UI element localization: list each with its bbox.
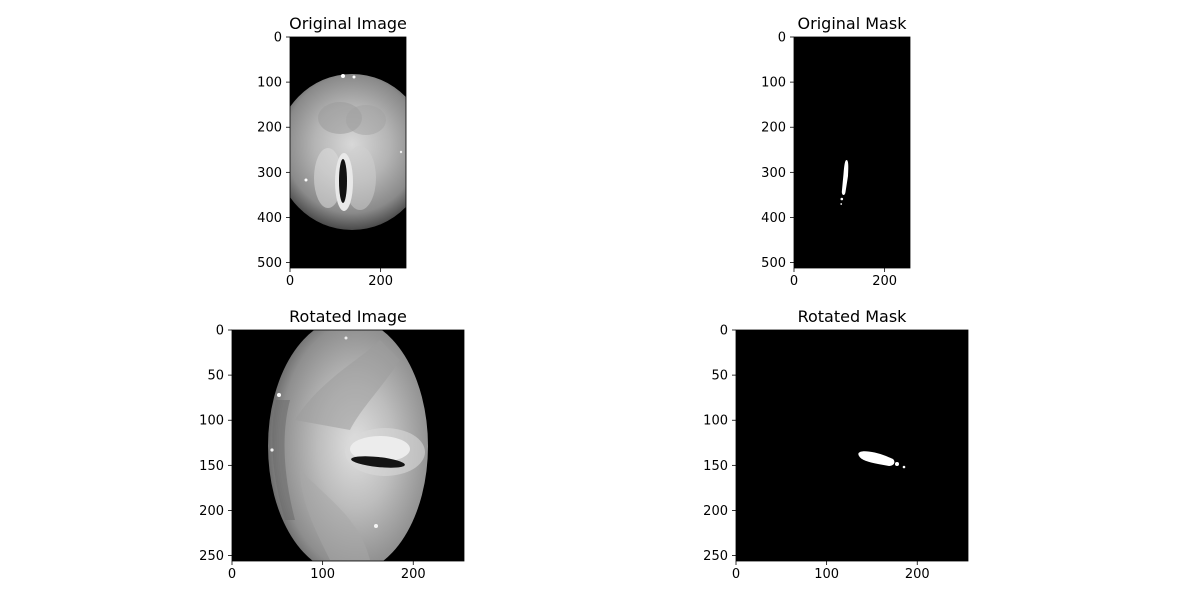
glottal-gap: [339, 159, 347, 203]
y-tick-label: 200: [199, 504, 224, 519]
image-area: [232, 330, 464, 561]
y-tick-label: 100: [761, 76, 786, 91]
y-tick-label: 300: [761, 166, 786, 181]
y-tick-label: 0: [216, 324, 224, 339]
y-tick-label: 150: [199, 459, 224, 474]
x-tick-label: 100: [814, 567, 839, 582]
panel-original-image: Original Image 0 200 0 100 200 300 400 500: [257, 14, 407, 289]
y-tick-label: 250: [199, 549, 224, 564]
x-tick-label: 0: [732, 567, 740, 582]
y-tick-label: 100: [199, 414, 224, 429]
glottal-gap: [351, 456, 405, 468]
y-tick-label: 400: [257, 211, 282, 226]
image-area: [794, 37, 910, 268]
y-tick-label: 500: [257, 256, 282, 271]
y-tick-label: 50: [711, 369, 728, 384]
y-tick-label: 500: [761, 256, 786, 271]
panel-title: Original Mask: [798, 14, 908, 33]
x-tick-label: 0: [790, 274, 798, 289]
y-tick-label: 100: [257, 76, 282, 91]
x-axis: 0 100 200: [732, 561, 930, 582]
axes-frame: [793, 36, 911, 269]
y-tick-label: 150: [703, 459, 728, 474]
y-tick-label: 100: [703, 414, 728, 429]
x-tick-label: 200: [368, 274, 393, 289]
y-tick-label: 300: [257, 166, 282, 181]
image-area: [290, 37, 406, 268]
y-tick-label: 250: [703, 549, 728, 564]
x-tick-label: 200: [905, 567, 930, 582]
y-axis: 0 100 200 300 400 500: [761, 31, 911, 271]
y-tick-label: 200: [257, 121, 282, 136]
x-tick-label: 200: [401, 567, 426, 582]
x-tick-label: 200: [872, 274, 897, 289]
y-tick-label: 0: [778, 31, 786, 46]
x-tick-label: 100: [310, 567, 335, 582]
x-tick-label: 0: [228, 567, 236, 582]
axes-frame: [735, 329, 969, 562]
x-axis: 0 200: [286, 268, 393, 289]
glottal-fold: [350, 436, 410, 462]
image-area: [736, 330, 968, 561]
x-axis: 0 100 200: [228, 561, 426, 582]
mask-blob: [841, 160, 849, 195]
axes-frame: [289, 36, 407, 269]
mask-blob: [858, 451, 895, 466]
y-axis: 0 50 100 150 200 250: [199, 324, 465, 564]
y-axis: 0 50 100 150 200 250: [703, 324, 969, 564]
x-axis: 0 200: [790, 268, 897, 289]
y-tick-label: 0: [274, 31, 282, 46]
panel-title: Original Image: [289, 14, 407, 33]
y-tick-label: 400: [761, 211, 786, 226]
y-tick-label: 200: [703, 504, 728, 519]
panel-title: Rotated Image: [289, 307, 407, 326]
panel-rotated-mask: Rotated Mask 0 100 200 0 50 100 150 200 250: [703, 307, 969, 582]
axes-frame: [231, 329, 465, 562]
panel-title: Rotated Mask: [798, 307, 908, 326]
y-axis: 0 100 200 300 400 500: [257, 31, 407, 271]
y-tick-label: 0: [720, 324, 728, 339]
x-tick-label: 0: [286, 274, 294, 289]
y-tick-label: 50: [207, 369, 224, 384]
y-tick-label: 200: [761, 121, 786, 136]
panel-rotated-image: Rotated Image 0 100 200 0 50 100 150 200 250: [199, 307, 465, 582]
panel-original-mask: Original Mask 0 200 0 100 200 300 400 500: [761, 14, 911, 289]
